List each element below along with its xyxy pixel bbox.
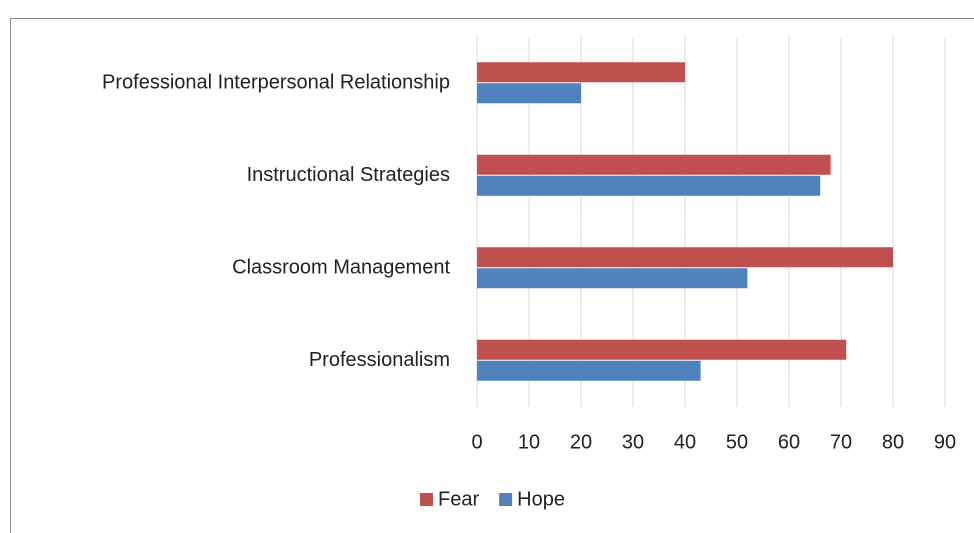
x-tick-label: 50: [726, 431, 748, 453]
bar: [477, 339, 847, 360]
x-tick-label: 20: [570, 431, 592, 453]
y-tick-label: Professionalism: [309, 349, 450, 371]
x-tick-label: 40: [674, 431, 696, 453]
chart-border: [10, 18, 974, 533]
bar: [477, 247, 893, 268]
legend-label: Fear: [438, 488, 479, 510]
legend-swatch: [420, 493, 433, 506]
bar: [477, 360, 701, 381]
legend-swatch: [499, 493, 513, 506]
bar: [477, 62, 685, 83]
bar: [477, 268, 748, 289]
bar: [477, 175, 821, 196]
y-tick-label: Professional Interpersonal Relationship: [102, 72, 450, 94]
x-tick-label: 60: [778, 431, 800, 453]
x-tick-label: 90: [934, 431, 956, 453]
bar: [477, 83, 581, 104]
x-tick-label: 10: [518, 431, 540, 453]
y-tick-label: Classroom Management: [232, 257, 450, 279]
x-tick-label: 30: [622, 431, 644, 453]
x-tick-label: 0: [471, 431, 482, 453]
legend-label: Hope: [517, 488, 565, 510]
x-tick-label: 80: [882, 431, 904, 453]
bar: [477, 154, 831, 175]
y-tick-label: Instructional Strategies: [247, 164, 450, 186]
x-tick-label: 70: [830, 431, 852, 453]
